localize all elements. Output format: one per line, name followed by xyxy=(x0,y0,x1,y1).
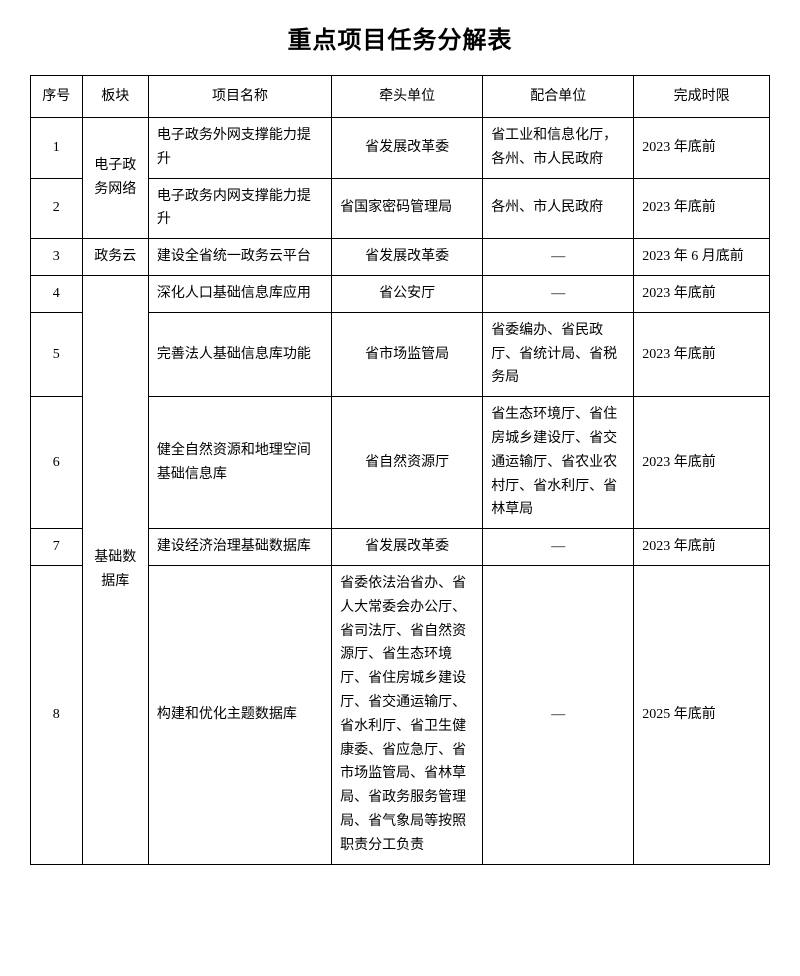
cell-lead: 省市场监管局 xyxy=(332,312,483,396)
cell-section: 政务云 xyxy=(82,239,148,276)
cell-seq: 7 xyxy=(31,529,83,566)
cell-seq: 4 xyxy=(31,275,83,312)
cell-coop: 各州、市人民政府 xyxy=(483,178,634,239)
cell-coop: 省生态环境厅、省住房城乡建设厅、省交通运输厅、省农业农村厅、省水利厅、省林草局 xyxy=(483,397,634,529)
cell-section: 电子政务网络 xyxy=(82,118,148,239)
cell-project: 健全自然资源和地理空间基础信息库 xyxy=(148,397,331,529)
cell-deadline: 2025 年底前 xyxy=(634,565,770,864)
cell-deadline: 2023 年底前 xyxy=(634,312,770,396)
cell-deadline: 2023 年底前 xyxy=(634,178,770,239)
cell-deadline: 2023 年底前 xyxy=(634,275,770,312)
table-header-row: 序号 板块 项目名称 牵头单位 配合单位 完成时限 xyxy=(31,76,770,118)
header-coop: 配合单位 xyxy=(483,76,634,118)
cell-lead: 省国家密码管理局 xyxy=(332,178,483,239)
cell-project: 完善法人基础信息库功能 xyxy=(148,312,331,396)
cell-seq: 2 xyxy=(31,178,83,239)
cell-deadline: 2023 年 6 月底前 xyxy=(634,239,770,276)
cell-section: 基础数据库 xyxy=(82,275,148,864)
cell-deadline: 2023 年底前 xyxy=(634,118,770,179)
cell-seq: 3 xyxy=(31,239,83,276)
cell-seq: 5 xyxy=(31,312,83,396)
cell-deadline: 2023 年底前 xyxy=(634,529,770,566)
cell-lead: 省发展改革委 xyxy=(332,239,483,276)
cell-seq: 8 xyxy=(31,565,83,864)
cell-seq: 6 xyxy=(31,397,83,529)
table-row: 3 政务云 建设全省统一政务云平台 省发展改革委 — 2023 年 6 月底前 xyxy=(31,239,770,276)
cell-coop: — xyxy=(483,239,634,276)
cell-coop: 省委编办、省民政厅、省统计局、省税务局 xyxy=(483,312,634,396)
cell-lead: 省自然资源厅 xyxy=(332,397,483,529)
cell-lead: 省公安厅 xyxy=(332,275,483,312)
cell-coop: — xyxy=(483,565,634,864)
cell-lead: 省委依法治省办、省人大常委会办公厅、省司法厅、省自然资源厅、省生态环境厅、省住房… xyxy=(332,565,483,864)
header-deadline: 完成时限 xyxy=(634,76,770,118)
cell-project: 建设经济治理基础数据库 xyxy=(148,529,331,566)
header-seq: 序号 xyxy=(31,76,83,118)
header-section: 板块 xyxy=(82,76,148,118)
cell-coop: — xyxy=(483,275,634,312)
cell-seq: 1 xyxy=(31,118,83,179)
cell-project: 电子政务外网支撑能力提升 xyxy=(148,118,331,179)
cell-project: 构建和优化主题数据库 xyxy=(148,565,331,864)
page-title: 重点项目任务分解表 xyxy=(30,20,770,55)
table-row: 1 电子政务网络 电子政务外网支撑能力提升 省发展改革委 省工业和信息化厅，各州… xyxy=(31,118,770,179)
cell-lead: 省发展改革委 xyxy=(332,529,483,566)
header-project: 项目名称 xyxy=(148,76,331,118)
table-row: 4 基础数据库 深化人口基础信息库应用 省公安厅 — 2023 年底前 xyxy=(31,275,770,312)
cell-deadline: 2023 年底前 xyxy=(634,397,770,529)
task-table: 序号 板块 项目名称 牵头单位 配合单位 完成时限 1 电子政务网络 电子政务外… xyxy=(30,75,770,865)
cell-project: 深化人口基础信息库应用 xyxy=(148,275,331,312)
cell-coop: 省工业和信息化厅，各州、市人民政府 xyxy=(483,118,634,179)
cell-project: 电子政务内网支撑能力提升 xyxy=(148,178,331,239)
cell-project: 建设全省统一政务云平台 xyxy=(148,239,331,276)
cell-lead: 省发展改革委 xyxy=(332,118,483,179)
header-lead: 牵头单位 xyxy=(332,76,483,118)
cell-coop: — xyxy=(483,529,634,566)
